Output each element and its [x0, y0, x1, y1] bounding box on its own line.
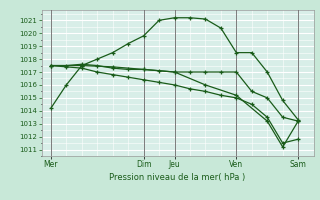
X-axis label: Pression niveau de la mer( hPa ): Pression niveau de la mer( hPa ): [109, 173, 246, 182]
